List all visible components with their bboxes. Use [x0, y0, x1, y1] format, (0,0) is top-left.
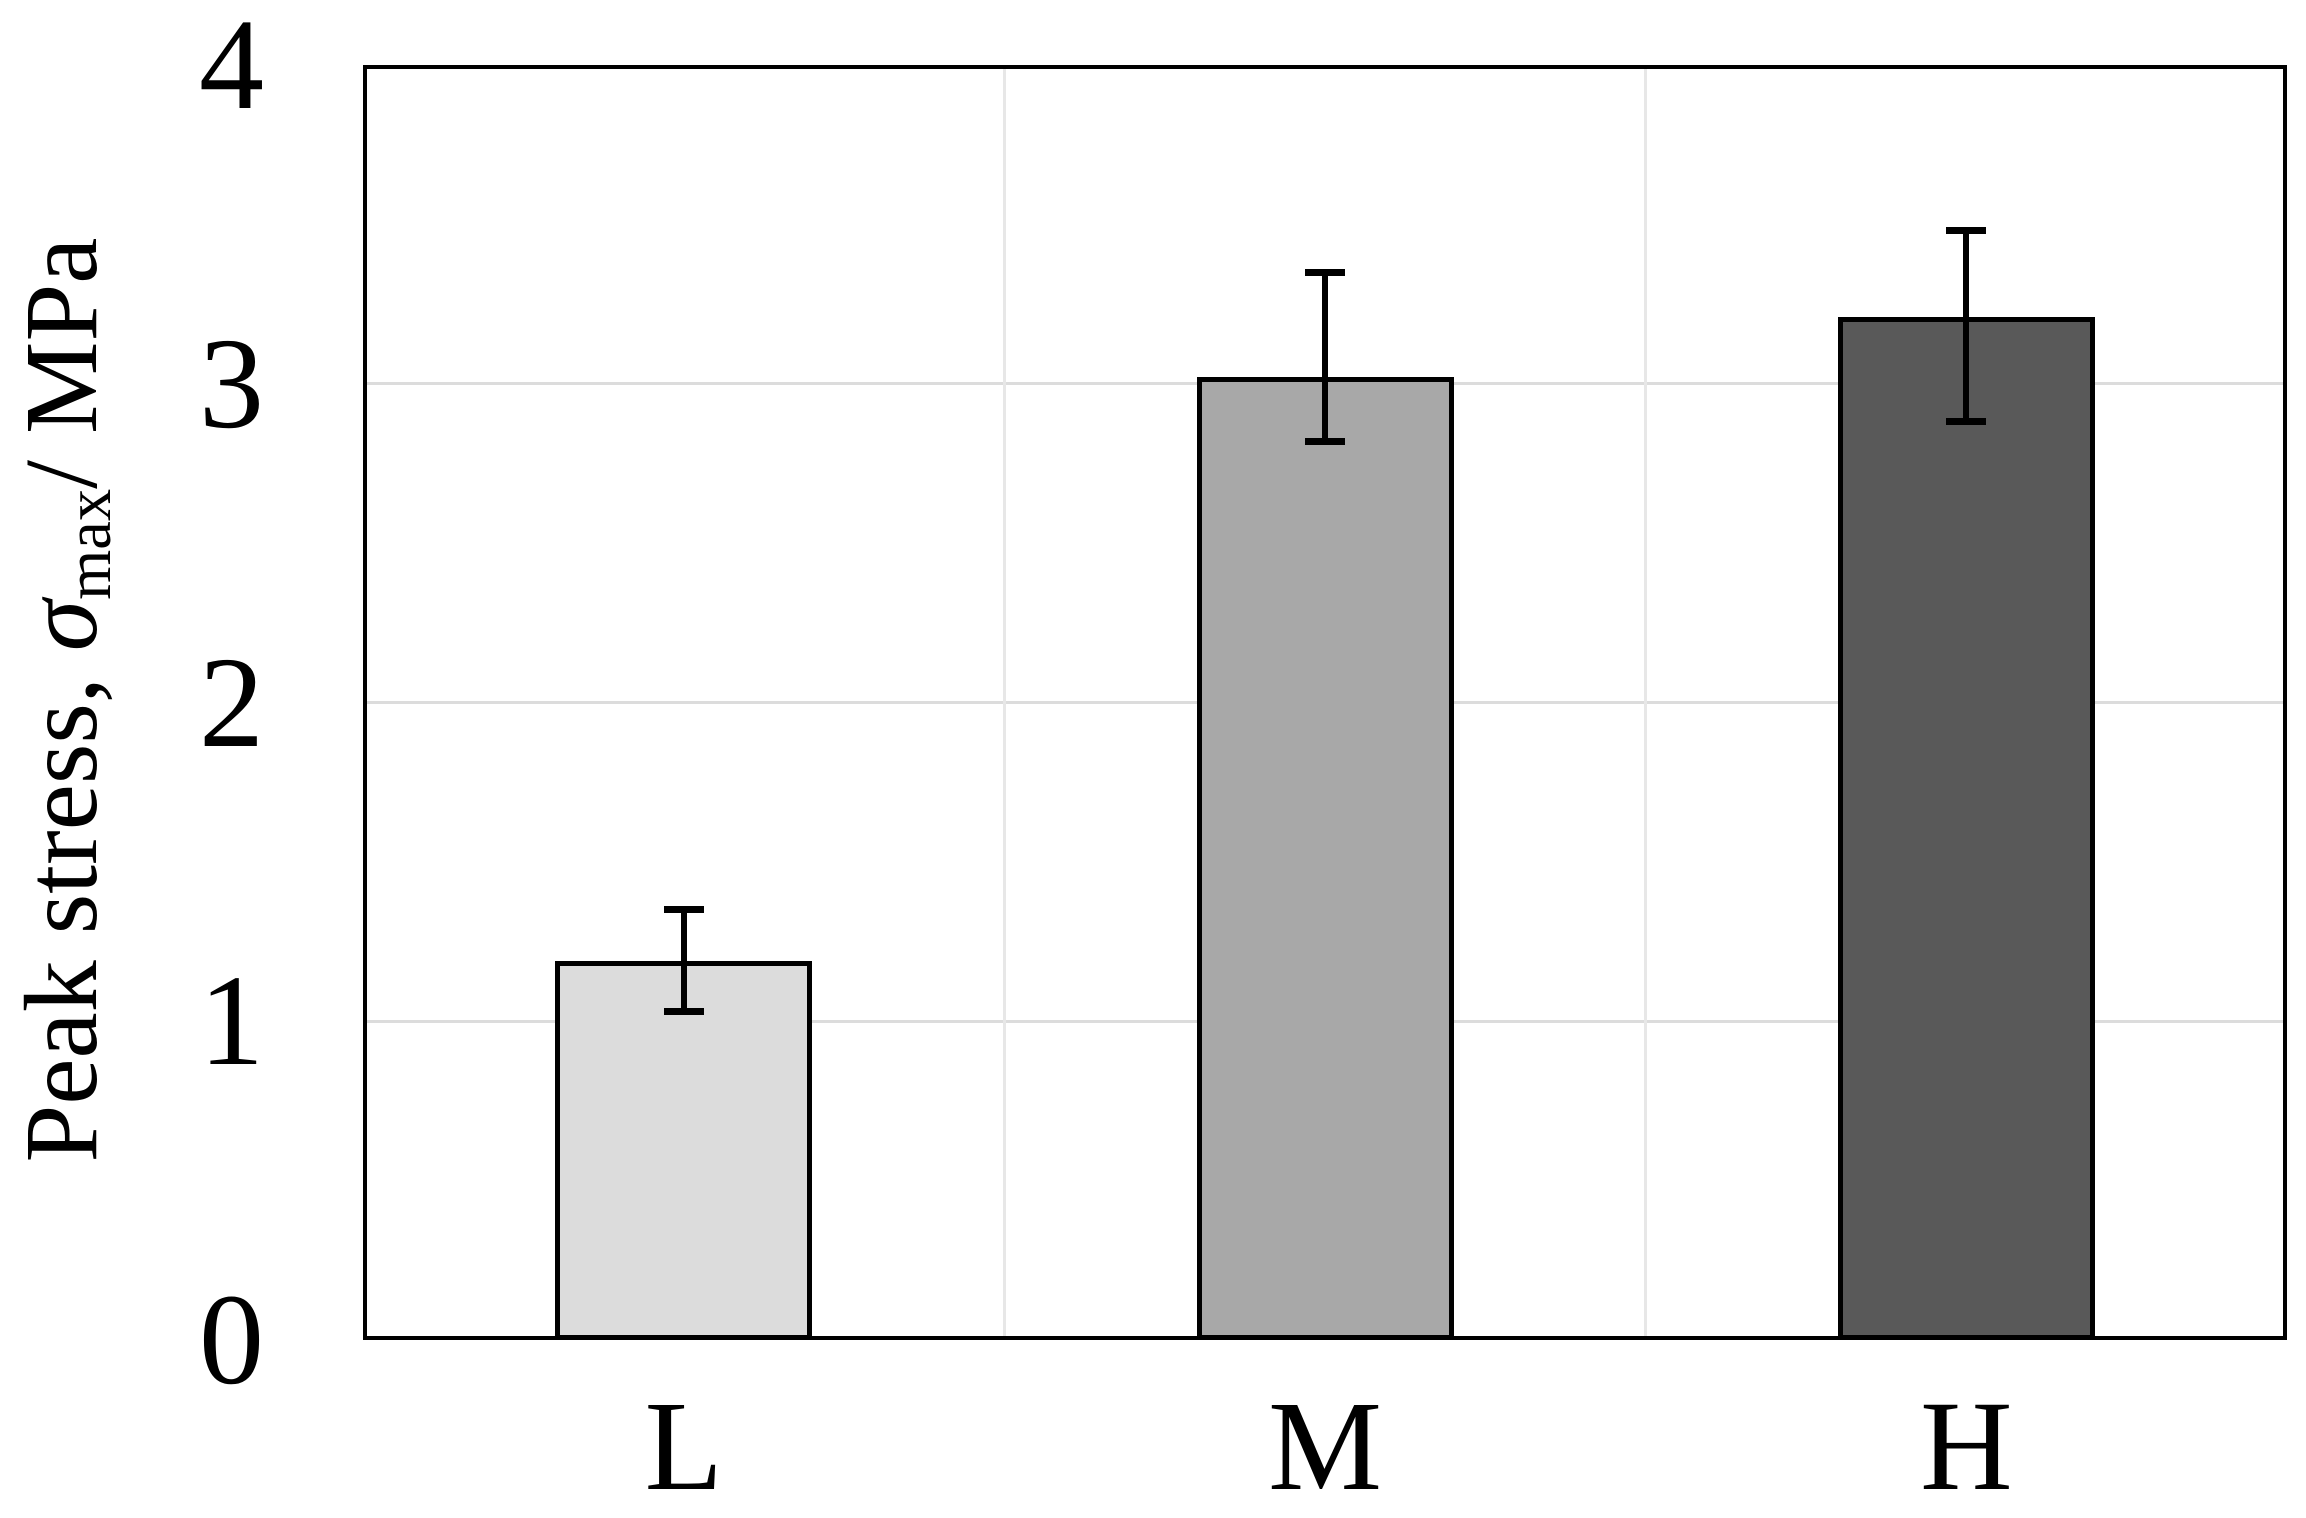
error-bar-cap — [1305, 269, 1345, 276]
error-bar-cap — [1305, 438, 1345, 445]
y-axis-tick-labels: 0 1 2 3 4 — [0, 0, 264, 1518]
error-bar-cap — [663, 906, 704, 913]
error-bar-cap — [1946, 227, 1987, 234]
error-bar-line — [680, 910, 687, 1012]
y-tick-label: 3 — [199, 311, 264, 456]
x-category-label: M — [1268, 1375, 1382, 1517]
bar — [555, 961, 813, 1340]
gridline-vertical — [1002, 65, 1006, 1340]
y-tick-label: 4 — [199, 0, 264, 137]
error-bar-cap — [1946, 418, 1987, 425]
gridline-vertical — [1644, 65, 1648, 1340]
y-tick-label: 1 — [199, 949, 264, 1094]
x-category-label: H — [1920, 1375, 2013, 1517]
error-bar-line — [1322, 272, 1328, 441]
y-tick-label: 2 — [199, 630, 264, 775]
error-bar-cap — [663, 1008, 704, 1015]
bar — [1837, 317, 2095, 1340]
bar — [1196, 377, 1454, 1340]
y-tick-label: 0 — [199, 1268, 264, 1412]
x-category-label: L — [644, 1375, 723, 1517]
plot-area — [363, 65, 2287, 1340]
error-bar-line — [1963, 231, 1970, 422]
